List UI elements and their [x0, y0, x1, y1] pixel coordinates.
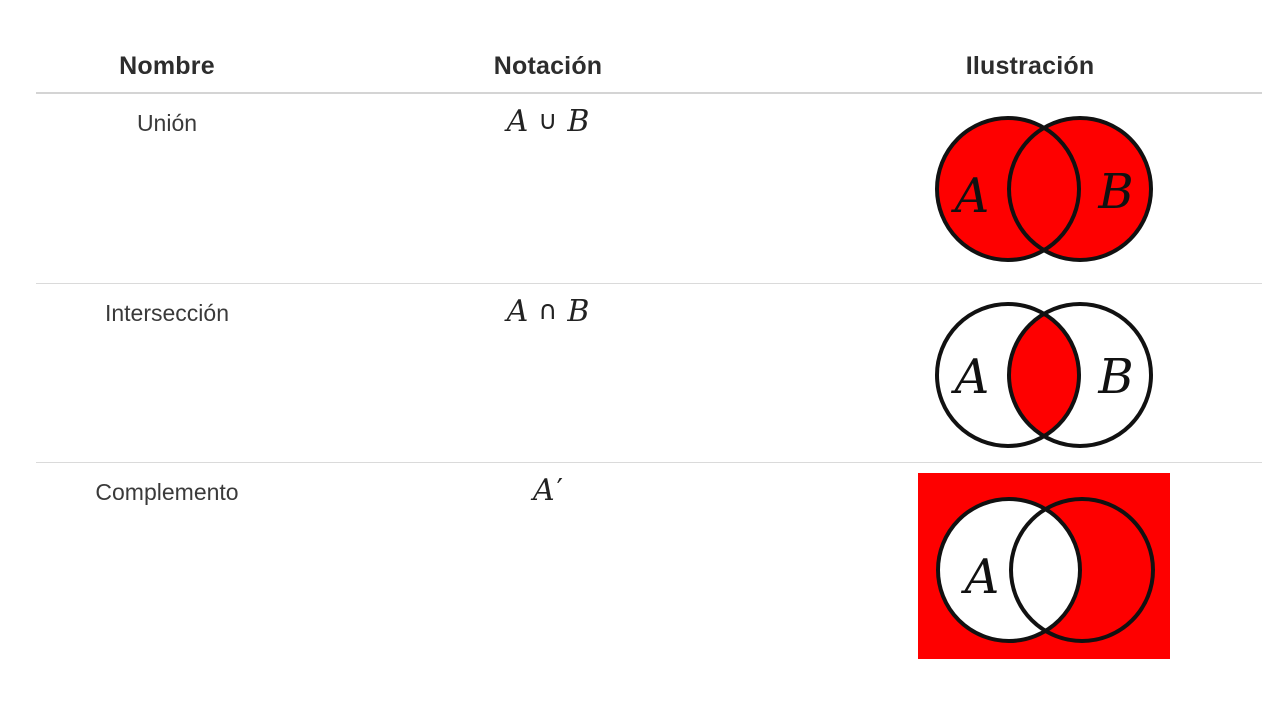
table-header-row: Nombre Notación Ilustración: [36, 0, 1262, 94]
row-notation-complement: A ′: [298, 463, 798, 508]
table-row-intersection: Intersección A ∩ B A B: [36, 284, 1262, 463]
row-name-complement: Complemento: [95, 479, 239, 505]
table-row-complement: Complemento A ′ A: [36, 463, 1262, 691]
notation-set-b: B: [567, 294, 590, 329]
intersection-operator: ∩: [538, 296, 558, 326]
row-illustration-intersection: A B: [798, 284, 1262, 452]
circle-b-outline: [1007, 116, 1153, 262]
notation-set-a: A: [506, 294, 529, 329]
circle-a-outline: [935, 116, 1081, 262]
circle-a-outline: [936, 497, 1082, 643]
row-name-intersection: Intersección: [104, 300, 229, 326]
union-venn-diagram-icon: A B: [935, 116, 1153, 262]
row-illustration-union: A B: [798, 94, 1262, 266]
row-notation-intersection: A ∩ B: [298, 284, 798, 329]
circle-b-outline: [1007, 302, 1153, 448]
row-notation-union: A ∪ B: [298, 94, 798, 139]
venn-label-a: A: [951, 349, 990, 405]
venn-label-a: A: [951, 168, 990, 224]
notation-set-b: B: [567, 104, 590, 139]
notation-set-a: A: [506, 104, 529, 139]
table-row-union: Unión A ∪ B A B: [36, 94, 1262, 284]
row-illustration-complement: A: [798, 463, 1262, 659]
complement-venn-diagram-icon: A: [918, 473, 1170, 659]
venn-label-b: B: [1097, 349, 1133, 405]
circle-a-outline: [935, 302, 1081, 448]
set-operations-table: Nombre Notación Ilustración Unión A ∪ B …: [36, 0, 1262, 691]
row-name-union: Unión: [136, 110, 198, 136]
union-operator: ∪: [538, 106, 558, 136]
intersection-lens-fill: [1009, 304, 1079, 446]
circle-b-outline: [1009, 497, 1155, 643]
notation-set-a: A: [532, 473, 555, 508]
column-header-notacion: Notación: [493, 51, 603, 80]
column-header-ilustracion: Ilustración: [965, 51, 1095, 80]
intersection-venn-diagram-icon: A B: [935, 302, 1153, 448]
prime-operator: ′: [556, 472, 564, 505]
venn-label-b: B: [1097, 164, 1133, 220]
column-header-nombre: Nombre: [119, 51, 215, 80]
venn-label-a: A: [961, 549, 1000, 605]
